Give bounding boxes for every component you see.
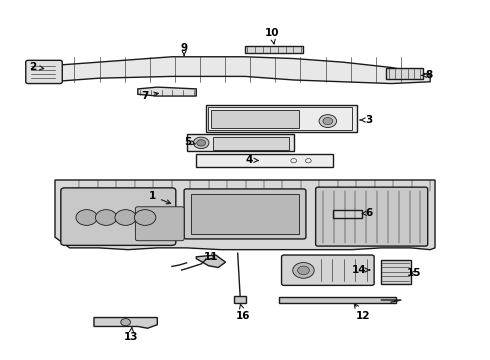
Text: 7: 7 — [142, 91, 158, 101]
FancyBboxPatch shape — [234, 296, 246, 303]
FancyBboxPatch shape — [211, 111, 298, 128]
FancyBboxPatch shape — [386, 68, 423, 79]
Circle shape — [323, 117, 333, 125]
Polygon shape — [55, 180, 435, 249]
Text: 3: 3 — [360, 115, 373, 125]
FancyBboxPatch shape — [61, 188, 176, 246]
FancyBboxPatch shape — [135, 207, 184, 241]
Polygon shape — [138, 87, 196, 96]
FancyBboxPatch shape — [26, 60, 62, 84]
FancyBboxPatch shape — [206, 105, 357, 132]
Circle shape — [297, 266, 309, 275]
Text: 16: 16 — [236, 305, 251, 321]
FancyBboxPatch shape — [196, 154, 333, 167]
Text: 14: 14 — [352, 265, 369, 275]
FancyBboxPatch shape — [333, 210, 362, 217]
Text: 1: 1 — [149, 191, 171, 204]
Text: 9: 9 — [180, 43, 188, 56]
Circle shape — [194, 137, 209, 149]
Circle shape — [319, 114, 337, 127]
FancyBboxPatch shape — [187, 134, 294, 152]
Polygon shape — [30, 57, 430, 84]
Polygon shape — [94, 318, 157, 328]
Circle shape — [197, 140, 205, 146]
Text: 12: 12 — [354, 304, 370, 321]
Circle shape — [293, 262, 314, 278]
Circle shape — [96, 210, 117, 225]
FancyBboxPatch shape — [213, 137, 289, 150]
Text: 13: 13 — [124, 327, 138, 342]
Polygon shape — [196, 255, 225, 267]
FancyBboxPatch shape — [316, 187, 428, 246]
Text: 10: 10 — [265, 28, 279, 44]
Circle shape — [134, 210, 156, 225]
Text: 15: 15 — [407, 268, 422, 278]
FancyBboxPatch shape — [184, 189, 306, 239]
Circle shape — [115, 210, 136, 225]
Polygon shape — [245, 46, 303, 53]
Text: 6: 6 — [362, 208, 373, 218]
Text: 2: 2 — [29, 62, 44, 72]
FancyBboxPatch shape — [381, 260, 411, 284]
FancyBboxPatch shape — [282, 255, 374, 285]
Circle shape — [121, 319, 130, 326]
Text: 4: 4 — [245, 155, 258, 165]
Text: 8: 8 — [422, 70, 432, 80]
Text: 11: 11 — [204, 252, 218, 262]
Text: 5: 5 — [184, 137, 195, 147]
Circle shape — [76, 210, 98, 225]
FancyBboxPatch shape — [279, 297, 396, 303]
FancyBboxPatch shape — [192, 194, 298, 234]
